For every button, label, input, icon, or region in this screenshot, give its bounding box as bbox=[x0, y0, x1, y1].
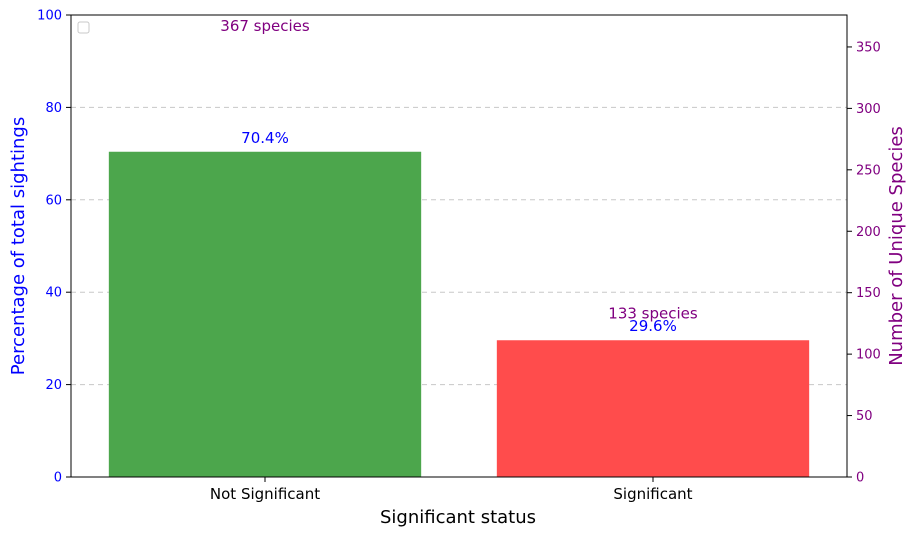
species-count-labels: 367 species 133 species bbox=[220, 17, 698, 323]
x-tick-label: Significant bbox=[613, 485, 692, 503]
left-tick-label: 80 bbox=[45, 101, 62, 116]
species-count-label: 367 species bbox=[220, 17, 310, 35]
left-tick-label: 100 bbox=[37, 9, 62, 24]
left-tick-label: 0 bbox=[54, 471, 62, 486]
bar-value-labels: 70.4% 29.6% bbox=[241, 129, 677, 335]
bar-value-label: 29.6% bbox=[629, 317, 677, 335]
right-tick-label: 350 bbox=[856, 40, 881, 55]
bars bbox=[108, 151, 810, 477]
right-tick-label: 300 bbox=[856, 102, 881, 117]
right-tick-label: 100 bbox=[856, 348, 881, 363]
legend-box bbox=[77, 21, 90, 34]
x-axis-title: Significant status bbox=[380, 507, 536, 528]
plot-frame bbox=[70, 14, 848, 478]
right-tick-label: 0 bbox=[856, 471, 864, 486]
left-axis-title: Percentage of total sightings bbox=[8, 117, 29, 375]
right-tick-label: 150 bbox=[856, 286, 881, 301]
right-tick-label: 250 bbox=[856, 163, 881, 178]
right-axis-ticks: 0 50 100 150 200 250 300 350 bbox=[847, 40, 881, 486]
bar bbox=[496, 340, 810, 477]
left-tick-label: 20 bbox=[45, 378, 62, 393]
right-tick-label: 200 bbox=[856, 225, 881, 240]
x-axis-ticks: Not Significant Significant bbox=[210, 477, 693, 503]
bar bbox=[108, 151, 422, 477]
right-tick-label: 50 bbox=[856, 409, 873, 424]
left-tick-label: 60 bbox=[45, 193, 62, 208]
x-tick-label: Not Significant bbox=[210, 485, 320, 503]
left-axis-ticks: 0 20 40 60 80 100 bbox=[37, 9, 71, 486]
species-count-label: 133 species bbox=[608, 305, 698, 323]
left-tick-label: 40 bbox=[45, 286, 62, 301]
right-axis-title: Number of Unique Species bbox=[886, 126, 907, 366]
bar-value-label: 70.4% bbox=[241, 129, 289, 147]
